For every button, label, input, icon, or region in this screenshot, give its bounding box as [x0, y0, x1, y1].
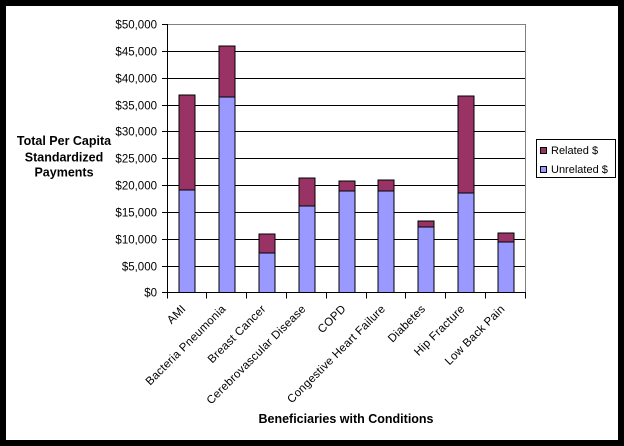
svg-text:$15,000: $15,000 [115, 208, 157, 220]
svg-text:Payments: Payments [34, 166, 93, 180]
svg-text:Total Per Capita: Total Per Capita [17, 134, 112, 148]
svg-text:$10,000: $10,000 [115, 235, 157, 247]
svg-text:$40,000: $40,000 [115, 74, 157, 86]
svg-text:$45,000: $45,000 [115, 47, 157, 59]
svg-text:Unrelated $: Unrelated $ [551, 164, 608, 176]
svg-text:$20,000: $20,000 [115, 181, 157, 193]
svg-text:Related $: Related $ [551, 145, 598, 157]
svg-text:Standardized: Standardized [25, 151, 104, 165]
svg-text:$5,000: $5,000 [122, 262, 157, 274]
svg-text:$50,000: $50,000 [115, 20, 157, 32]
svg-text:$35,000: $35,000 [115, 101, 157, 113]
svg-text:$25,000: $25,000 [115, 154, 157, 166]
svg-text:Beneficiaries with Conditions: Beneficiaries with Conditions [258, 412, 433, 426]
svg-text:$30,000: $30,000 [115, 127, 157, 139]
svg-text:$0: $0 [144, 288, 157, 300]
